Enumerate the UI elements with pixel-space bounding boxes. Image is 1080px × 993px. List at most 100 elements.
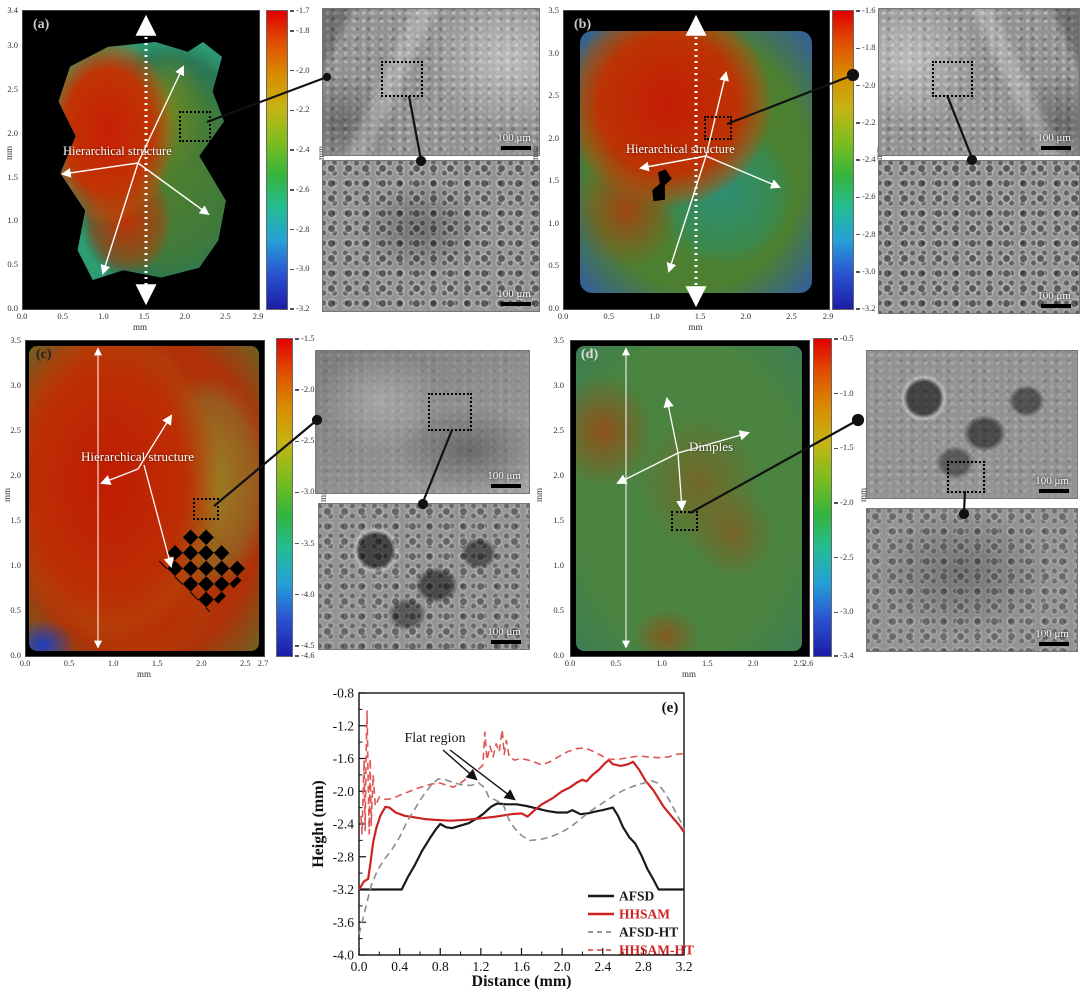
svg-text:HHSAM: HHSAM [619, 907, 670, 922]
tick-label: -2.5 [834, 552, 853, 562]
tick-label: -4.5 [295, 640, 314, 650]
tick-label: 2.0 [195, 658, 207, 668]
panel-c-sem-top: 100 μm [315, 350, 530, 494]
tick-label: -2.0 [834, 497, 853, 507]
tick-label: 1.5 [151, 658, 163, 668]
panel-d-x-unit: mm [681, 669, 696, 679]
tick-label: 0.0 [553, 650, 564, 660]
svg-text:-2.8: -2.8 [333, 849, 355, 864]
panel-c-sem-roi-rect [428, 393, 472, 431]
tick-label: 0.5 [63, 658, 75, 668]
tick-label: 3.5 [10, 335, 21, 345]
panel-c-x-unit: mm [136, 669, 151, 679]
tick-label: -3.5 [295, 538, 314, 548]
tick-label: 1.0 [7, 215, 18, 226]
tick-label: -4.0 [295, 589, 314, 599]
height-profile-plot: 0.0 0.4 0.8 1.2 1.6 2.0 2.4 2.8 3.2 -0.8 -1.2 -1.6 -… [310, 686, 694, 991]
scale-bar: 100 μm [1037, 132, 1071, 150]
tick-label: 2.9 [822, 311, 834, 321]
panel-a-x-axis: 0.0 0.5 1.0 1.5 2.0 2.5 2.9 [17, 311, 264, 323]
svg-text:-3.6: -3.6 [333, 915, 355, 930]
radiating-arrows [639, 71, 781, 273]
panel-c-y-axis: 3.5 3.0 2.5 2.0 1.5 1.0 0.5 0.0 [3, 335, 23, 660]
tick-label: -2.8 [290, 224, 309, 234]
panel-b-y-unit: mm [530, 145, 541, 161]
svg-text:2.8: 2.8 [635, 959, 652, 974]
svg-text:-1.6: -1.6 [333, 751, 355, 766]
sem-macro [867, 509, 1077, 651]
sem-macro [867, 351, 1077, 498]
tick-label: 0.0 [548, 303, 559, 313]
panel-d-roi-rect [671, 511, 698, 531]
tick-label: 3.5 [553, 335, 564, 345]
tick-label: 1.5 [548, 175, 559, 186]
svg-text:-2.4: -2.4 [333, 817, 355, 832]
tick-label: 2.7 [257, 658, 269, 668]
tick-label: -1.8 [856, 42, 875, 52]
scale-bar: 100 μm [1037, 290, 1071, 308]
panel-d-annotation: Dimples [689, 439, 734, 454]
tick-label: 1.0 [553, 560, 564, 570]
tick-label: -3.0 [834, 606, 853, 616]
panel-b-sem-bottom: 100 μm [878, 160, 1080, 314]
panel-d-sem-top: 100 μm [866, 350, 1078, 499]
svg-text:AFSD-HT: AFSD-HT [619, 925, 678, 940]
tick-label: 1.5 [553, 515, 564, 525]
panel-b-sem-roi-rect [932, 61, 973, 97]
tick-label: -3.0 [290, 263, 309, 273]
tick-label: 3.0 [553, 380, 564, 390]
panel-e-chart: 0.0 0.4 0.8 1.2 1.6 2.0 2.4 2.8 3.2 -0.8 -1.2 -1.6 -… [310, 680, 755, 993]
tick-label: 0.5 [10, 605, 21, 615]
tick-label: -2.0 [290, 65, 309, 75]
tick-label: 2.5 [793, 658, 805, 668]
tick-label: 0.5 [610, 658, 622, 668]
tick-label: 2.0 [740, 311, 752, 321]
scale-bar: 100 μm [497, 132, 531, 150]
tick-label: 1.5 [701, 658, 713, 668]
tick-label: -2.6 [856, 191, 875, 201]
chart-legend: AFSD HHSAM AFSD-HT HHSAM-HT [588, 889, 694, 958]
tick-label: 1.0 [10, 560, 21, 570]
tick-label: 1.0 [656, 658, 667, 668]
svg-text:Flat region: Flat region [404, 731, 465, 746]
tick-label: -1.5 [834, 442, 853, 452]
tick-label: 2.0 [553, 470, 564, 480]
series-AFSD [359, 802, 684, 891]
tick-label: -1.8 [290, 25, 309, 35]
sem-macro [323, 161, 539, 311]
tick-label: 0.0 [557, 311, 569, 321]
chart-xlabel: Distance (mm) [472, 973, 572, 990]
panel-d-y-axis: 3.5 3.0 2.5 2.0 1.5 1.0 0.5 0.0 [546, 335, 566, 660]
tick-label: 2.0 [7, 127, 18, 138]
panel-c-annotations [94, 347, 174, 649]
tick-label: 0.0 [19, 658, 31, 668]
series-HHSAM-HT [360, 710, 685, 835]
tick-label: -1.5 [295, 333, 314, 343]
panel-a-sem-bottom: 100 μm [322, 160, 540, 312]
series-HHSAM [358, 759, 685, 891]
tick-label: 2.0 [747, 658, 759, 668]
panel-b-label: (b) [574, 17, 592, 32]
tick-label: 2.0 [179, 311, 191, 321]
svg-text:AFSD: AFSD [619, 889, 655, 904]
panel-c-annotation: Hierarchical structure [81, 449, 194, 464]
tick-label: 0.0 [7, 303, 18, 313]
tick-label: 2.9 [252, 311, 264, 321]
sem-macro [319, 504, 529, 649]
tick-label: 2.5 [220, 311, 231, 321]
tick-label: -3.2 [290, 303, 309, 313]
tick-label: 0.5 [603, 311, 614, 321]
tick-label: -1.0 [834, 388, 853, 398]
chart-panel-label: (e) [662, 700, 679, 716]
panel-d-colorbar-ticks: -0.5 -1.0 -1.5 -2.0 -2.5 -3.0 -3.4 [834, 333, 860, 660]
tick-label: 2.5 [7, 83, 18, 94]
tick-label: 2.5 [240, 658, 251, 668]
scale-bar: 100 μm [497, 288, 531, 306]
svg-text:3.2: 3.2 [676, 959, 693, 974]
svg-text:-2.0: -2.0 [333, 784, 355, 799]
panel-a-annotation: Hierarchical structure [63, 144, 172, 158]
tick-label: 2.5 [10, 425, 21, 435]
panel-b-height-map: (b) Hierarchical structure [563, 10, 830, 310]
panel-a-sem-roi-rect [381, 61, 423, 97]
tick-label: 1.0 [98, 311, 109, 321]
